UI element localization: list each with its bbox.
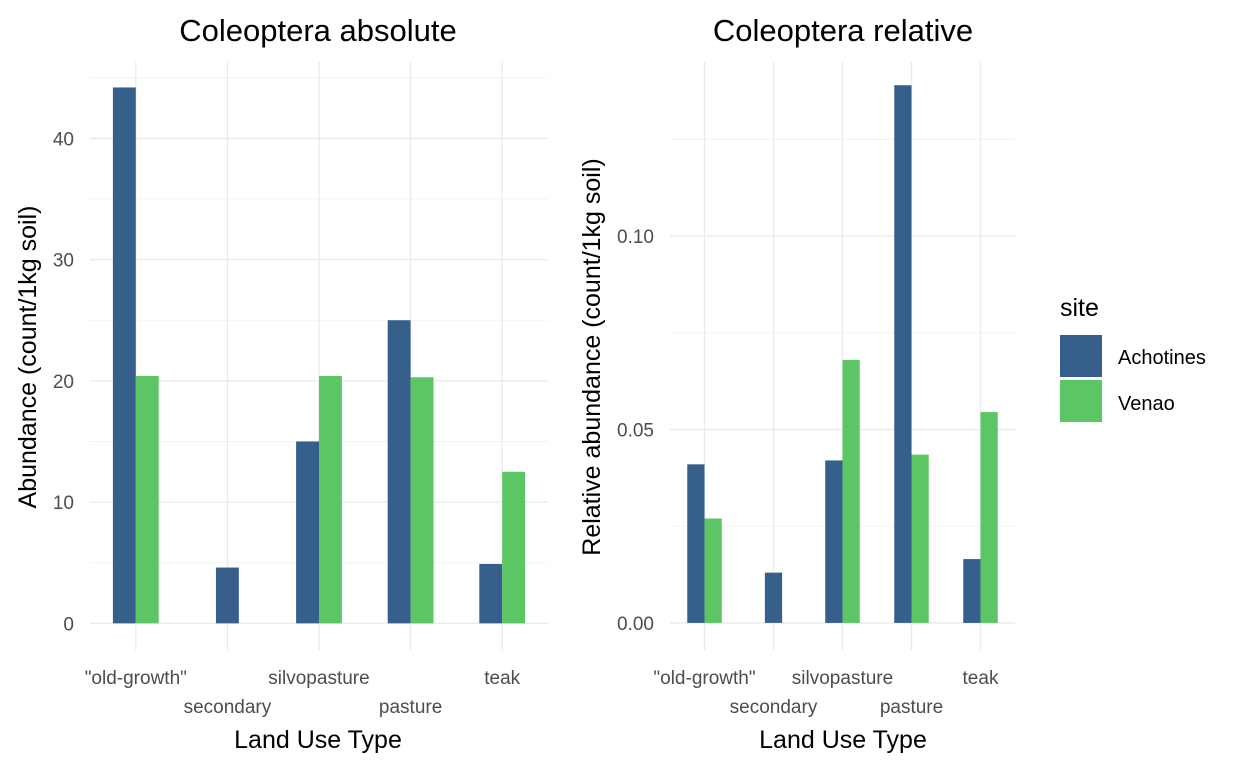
y-tick-label: 40 (53, 129, 74, 150)
absolute-y-axis-title: Abundance (count/1kg soil) (14, 206, 42, 509)
relative-bars (687, 85, 998, 623)
bar-venao-teak (980, 412, 998, 623)
y-tick-label: 30 (53, 251, 74, 272)
x-tick-label-silvopasture: silvopasture (792, 668, 893, 689)
y-tick-label: 0.05 (617, 421, 654, 442)
x-tick-label-silvopasture: silvopasture (268, 668, 369, 689)
relative-x-axis-title: Land Use Type (759, 726, 927, 754)
absolute-chart-title: Coleoptera absolute (179, 13, 456, 48)
x-tick-label-old-growth: "old-growth" (85, 668, 187, 689)
absolute-x-ticks: "old-growth" secondary silvopasture pasture… (85, 668, 521, 718)
bar-venao-old-growth (704, 518, 722, 623)
y-tick-label: 0.00 (617, 614, 654, 635)
bar-achotines-pasture (894, 85, 912, 623)
bar-achotines-silvopasture (296, 441, 319, 624)
relative-y-ticks: 0.00 0.05 0.10 (617, 227, 654, 635)
bar-achotines-secondary (215, 567, 239, 624)
x-tick-label-old-growth: "old-growth" (653, 668, 755, 689)
bar-achotines-secondary (764, 572, 783, 623)
absolute-bars (112, 87, 526, 624)
bar-venao-silvopasture (319, 376, 342, 624)
y-tick-label: 0 (63, 614, 74, 635)
x-tick-label-secondary: secondary (730, 697, 818, 718)
relative-y-axis-title: Relative abundance (count/1kg soil) (578, 158, 606, 555)
legend-swatch-venao (1060, 380, 1102, 422)
relative-panel: 0.00 0.05 0.10 "old-growth" secondary silvop… (578, 13, 1015, 754)
absolute-panel: 0 10 20 30 40 "old-growth" secondary silvopast… (14, 13, 548, 754)
legend-title: site (1060, 294, 1099, 322)
y-tick-label: 0.10 (617, 227, 654, 248)
bar-achotines-pasture (387, 320, 411, 624)
x-tick-label-pasture: pasture (379, 697, 442, 718)
x-tick-label-pasture: pasture (880, 697, 943, 718)
x-tick-label-secondary: secondary (184, 697, 272, 718)
bar-venao-silvopasture (842, 359, 860, 623)
absolute-y-ticks: 0 10 20 30 40 (53, 129, 74, 635)
relative-x-ticks: "old-growth" secondary silvopasture pasture… (653, 668, 999, 718)
relative-chart-title: Coleoptera relative (713, 13, 973, 48)
x-tick-label-teak: teak (484, 668, 520, 689)
absolute-x-axis-title: Land Use Type (234, 726, 402, 754)
bar-venao-pasture (911, 454, 929, 623)
legend-label-venao: Venao (1118, 393, 1175, 415)
y-tick-label: 20 (53, 372, 74, 393)
bar-achotines-old-growth (687, 464, 705, 623)
y-tick-label: 10 (53, 493, 74, 514)
bar-venao-pasture (410, 377, 434, 624)
legend: site Achotines Venao (1060, 294, 1206, 422)
bar-venao-teak (502, 471, 526, 624)
bar-venao-old-growth (135, 376, 159, 624)
bar-achotines-teak (479, 563, 503, 624)
legend-swatch-achotines (1060, 335, 1102, 377)
legend-label-achotines: Achotines (1118, 347, 1206, 369)
bar-achotines-silvopasture (825, 460, 843, 623)
x-tick-label-teak: teak (963, 668, 999, 689)
bar-achotines-old-growth (112, 87, 136, 624)
bar-achotines-teak (963, 559, 981, 623)
